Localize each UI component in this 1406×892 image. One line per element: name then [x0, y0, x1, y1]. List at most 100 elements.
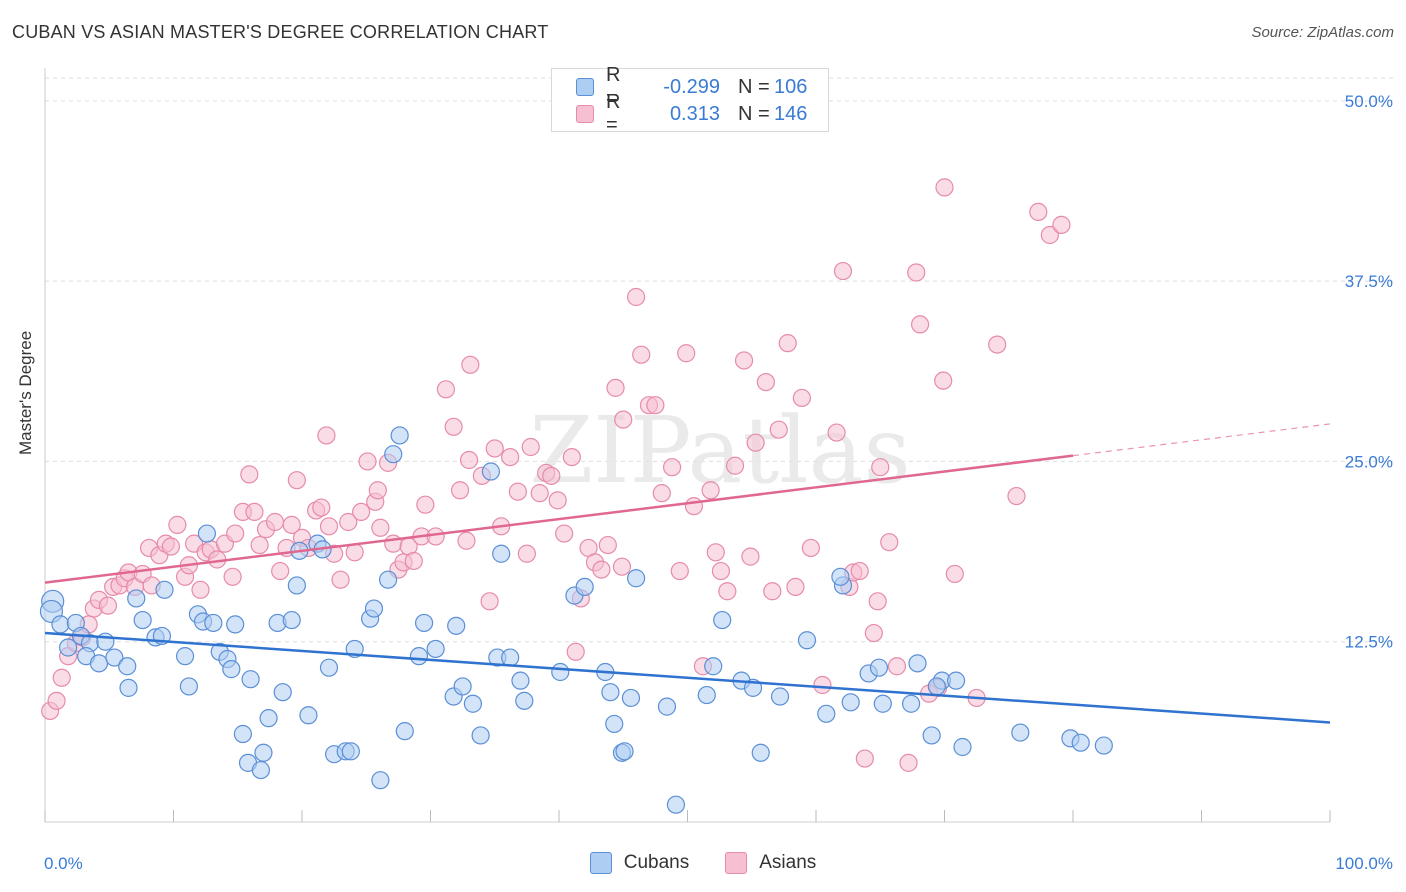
asian-point: [706, 543, 725, 562]
n-label: N =: [738, 102, 770, 125]
n-value: 106: [774, 75, 808, 98]
legend-item-asians[interactable]: Asians: [725, 852, 816, 874]
asian-point: [444, 417, 463, 436]
cuban-point: [273, 683, 292, 702]
asian-point: [271, 561, 290, 581]
asian-point: [562, 447, 581, 467]
cuban-point: [471, 726, 490, 745]
asian-point: [450, 481, 470, 500]
r-label: R =: [606, 64, 621, 109]
asian-point: [746, 433, 765, 452]
cubans-swatch: [576, 78, 594, 96]
legend-item-cubans[interactable]: Cubans: [589, 852, 689, 874]
asian-point: [864, 623, 883, 643]
asian-point: [1052, 215, 1071, 234]
y-tick-label: 12.5%: [1345, 633, 1393, 652]
y-tick-label: 25.0%: [1345, 452, 1393, 471]
series-legend: Cubans Asians: [0, 852, 1406, 874]
asian-point: [763, 582, 782, 601]
r-label: R =: [606, 91, 621, 136]
cuban-point: [901, 694, 921, 713]
cuban-point: [704, 657, 723, 676]
cubans-points: [39, 426, 1113, 814]
cuban-point: [287, 576, 306, 595]
n-value: 146: [774, 102, 808, 125]
cubans-trend-line: [44, 631, 1331, 724]
stats-row-asians: R = 0.313 N = 146: [576, 91, 808, 136]
asian-point: [662, 458, 682, 477]
cuban-point: [492, 544, 511, 563]
asian-point: [168, 515, 187, 534]
cuban-point: [155, 580, 174, 599]
asian-point: [521, 437, 540, 457]
asian-point: [778, 334, 797, 353]
cuban-point: [127, 589, 146, 608]
cuban-point: [463, 694, 483, 713]
y-axis-label: Master's Degree: [16, 330, 35, 455]
asian-point: [756, 372, 775, 392]
cuban-point: [1011, 723, 1030, 742]
asian-point: [459, 450, 479, 470]
asian-point: [485, 439, 504, 458]
r-value: 0.313: [669, 102, 720, 125]
asian-point: [711, 561, 731, 581]
asian-point: [240, 465, 259, 484]
asian-point: [813, 675, 832, 695]
cuban-point: [426, 639, 445, 659]
cuban-point: [501, 648, 520, 667]
y-tick-label: 50.0%: [1345, 92, 1393, 111]
asian-point: [652, 484, 671, 503]
cuban-point: [751, 743, 770, 762]
cuban-point: [89, 654, 109, 673]
cuban-point: [197, 524, 217, 543]
cuban-point: [395, 722, 414, 741]
asian-point: [358, 452, 377, 471]
asian-point: [606, 378, 625, 397]
cuban-point: [922, 726, 941, 745]
asian-point: [331, 570, 350, 589]
cuban-point: [384, 445, 403, 464]
cuban-point: [575, 577, 594, 597]
cuban-point: [453, 677, 472, 696]
cuban-point: [797, 631, 817, 650]
cuban-point: [222, 660, 241, 679]
chart-title: CUBAN VS ASIAN MASTER'S DEGREE CORRELATI…: [12, 22, 549, 42]
asian-point: [1040, 225, 1059, 245]
cuban-point: [447, 616, 466, 635]
asian-point: [339, 512, 358, 532]
asian-point: [598, 535, 617, 555]
cuban-point: [908, 654, 927, 673]
cuban-point: [626, 569, 646, 588]
asian-point: [833, 261, 853, 281]
asian-point: [245, 502, 264, 522]
axis-layer: [44, 68, 1331, 823]
cuban-point: [371, 771, 390, 790]
cuban-point: [511, 671, 530, 690]
r-value: -0.299: [663, 75, 720, 98]
asian-point: [555, 524, 574, 543]
asians-legend-swatch: [725, 852, 748, 874]
cuban-point: [615, 742, 634, 761]
asians-trend-extension: [1072, 423, 1331, 457]
cuban-point: [299, 706, 318, 725]
asian-point: [542, 466, 561, 485]
asian-point: [530, 484, 549, 503]
cuban-point: [341, 742, 360, 761]
asian-point: [887, 657, 907, 676]
y-tick-label: 37.5%: [1345, 272, 1393, 291]
asian-point: [480, 592, 499, 611]
asian-point: [371, 518, 390, 537]
asian-point: [907, 263, 926, 282]
cuban-point: [409, 647, 429, 666]
asian-point: [368, 481, 387, 500]
cuban-point: [770, 687, 790, 706]
cuban-point: [817, 704, 836, 723]
asian-point: [223, 567, 242, 586]
asian-point: [317, 426, 336, 445]
cuban-point: [481, 462, 500, 481]
cuban-point: [927, 677, 946, 696]
asian-point: [501, 447, 520, 467]
cuban-point: [601, 683, 620, 702]
cuban-point: [869, 658, 889, 677]
cuban-point: [251, 760, 270, 780]
